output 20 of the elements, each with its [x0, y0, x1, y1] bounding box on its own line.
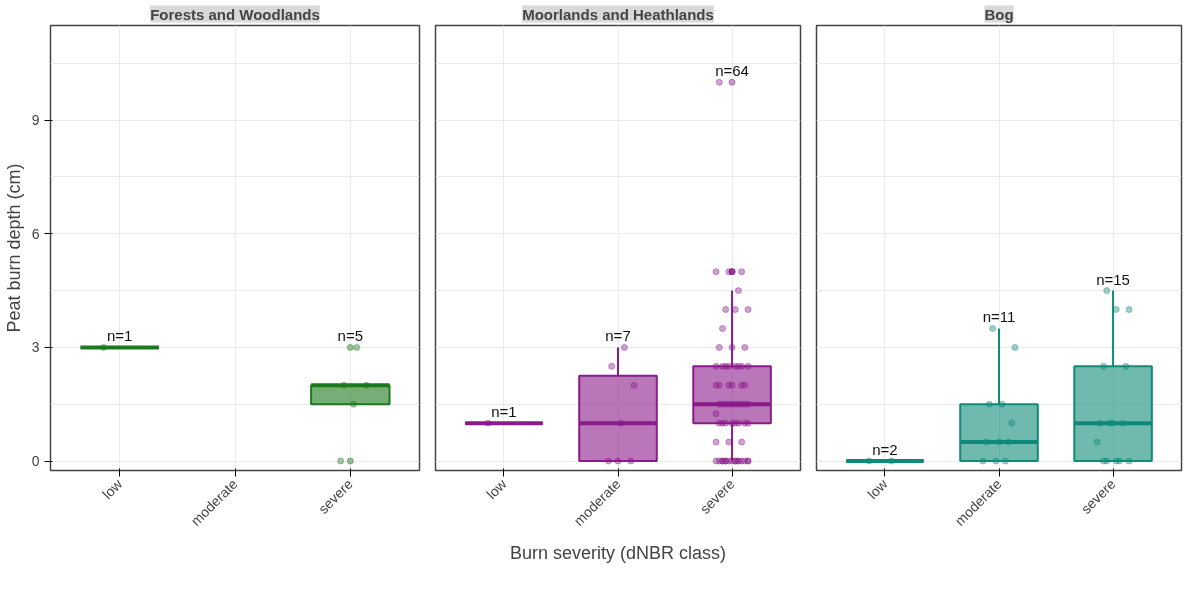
annotation: n=15	[1096, 270, 1130, 288]
annotation: n=11	[982, 308, 1016, 326]
annotation: n=7	[605, 327, 631, 345]
annotation: n=1	[106, 327, 133, 345]
chart-title: Moorlands and Heathlands	[522, 5, 714, 23]
x-tick-label: low	[864, 475, 892, 503]
annotation: n=5	[337, 327, 364, 345]
annotation: n=2	[872, 441, 898, 459]
chart-title: Bog	[984, 5, 1014, 23]
y-axis-title: Peat burn depth (cm)	[3, 163, 24, 333]
x-tick-label: low	[99, 475, 126, 503]
x-axis-title: Burn severity (dNBR class)	[509, 542, 727, 563]
y-tick-label: 9	[31, 112, 40, 129]
chart-title: Forests and Woodlands	[150, 5, 320, 23]
y-tick-label: 0	[31, 453, 40, 470]
y-tick-label: 6	[31, 225, 40, 242]
y-tick-label: 3	[31, 339, 40, 356]
x-tick-label: low	[483, 475, 511, 503]
annotation: n=1	[491, 403, 517, 421]
annotation: n=64	[715, 62, 749, 80]
